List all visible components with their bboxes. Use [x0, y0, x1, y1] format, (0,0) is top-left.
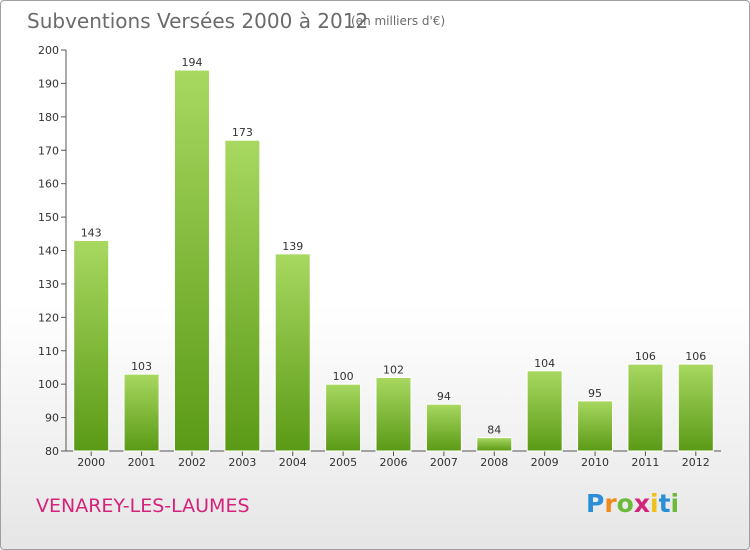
y-tick-label: 150: [38, 211, 59, 224]
bar: [73, 239, 110, 452]
bar: [375, 376, 412, 452]
x-tick-label: 2012: [682, 456, 710, 469]
data-label: 103: [131, 360, 152, 373]
x-tick-label: 2010: [581, 456, 609, 469]
x-tick-label: 2007: [430, 456, 458, 469]
bar: [123, 373, 160, 452]
data-label: 94: [437, 390, 451, 403]
bar: [274, 253, 311, 452]
y-tick-label: 120: [38, 311, 59, 324]
x-tick-label: 2001: [128, 456, 156, 469]
x-tick-label: 2011: [631, 456, 659, 469]
x-tick-label: 2000: [77, 456, 105, 469]
x-tick-label: 2009: [531, 456, 559, 469]
bar: [224, 139, 261, 452]
y-tick-label: 140: [38, 245, 59, 258]
x-tick-label: 2002: [178, 456, 206, 469]
chart-title: Subventions Versées 2000 à 2012: [27, 9, 369, 33]
data-label: 143: [81, 226, 102, 239]
data-label: 139: [282, 240, 303, 253]
x-tick-label: 2005: [329, 456, 357, 469]
town-name: VENAREY-LES-LAUMES: [36, 495, 250, 517]
data-label: 173: [232, 126, 253, 139]
data-label: 106: [685, 350, 706, 363]
bar: [425, 403, 462, 452]
y-tick-label: 100: [38, 378, 59, 391]
bars: [73, 69, 714, 452]
axes: 80 90 100 110 120 130 140 150 160 170 180 190 200 200…: [38, 44, 721, 469]
logo-letter: t: [658, 489, 671, 518]
bar: [677, 363, 714, 452]
y-tick-label: 90: [45, 412, 59, 425]
data-label: 102: [383, 363, 404, 376]
chart-subtitle: (en milliers d'€): [351, 14, 446, 28]
y-tick-label: 130: [38, 278, 59, 291]
data-label: 194: [181, 56, 202, 69]
logo-letter: P: [586, 489, 605, 518]
logo-letter: i: [670, 489, 680, 518]
bar: [526, 370, 563, 452]
data-label: 95: [588, 387, 602, 400]
x-tick-label: 2004: [279, 456, 307, 469]
bar: [325, 383, 362, 452]
y-tick-label: 160: [38, 178, 59, 191]
y-tick-label: 80: [45, 445, 59, 458]
x-tick-label: 2006: [380, 456, 408, 469]
bar: [173, 69, 210, 452]
y-tick-label: 170: [38, 144, 59, 157]
bar: [577, 400, 614, 452]
logo-letter: x: [633, 489, 650, 518]
y-tick-label: 200: [38, 44, 59, 57]
data-label: 84: [487, 424, 501, 437]
x-tick-label: 2008: [480, 456, 508, 469]
logo-letter: r: [604, 489, 617, 518]
x-tick-label: 2003: [228, 456, 256, 469]
proxiti-logo: Proxiti: [586, 489, 679, 518]
logo-letter: o: [616, 489, 634, 518]
y-tick-label: 190: [38, 77, 59, 90]
bar: [476, 437, 513, 452]
data-label: 104: [534, 357, 555, 370]
y-tick-label: 180: [38, 111, 59, 124]
bar: [627, 363, 664, 452]
logo-letter: i: [650, 489, 659, 518]
data-label: 100: [333, 370, 354, 383]
data-label: 106: [635, 350, 656, 363]
data-labels: 143 103 194 173 139 100 102 94 84 104 95 106 106: [81, 56, 707, 437]
y-tick-label: 110: [38, 345, 59, 358]
